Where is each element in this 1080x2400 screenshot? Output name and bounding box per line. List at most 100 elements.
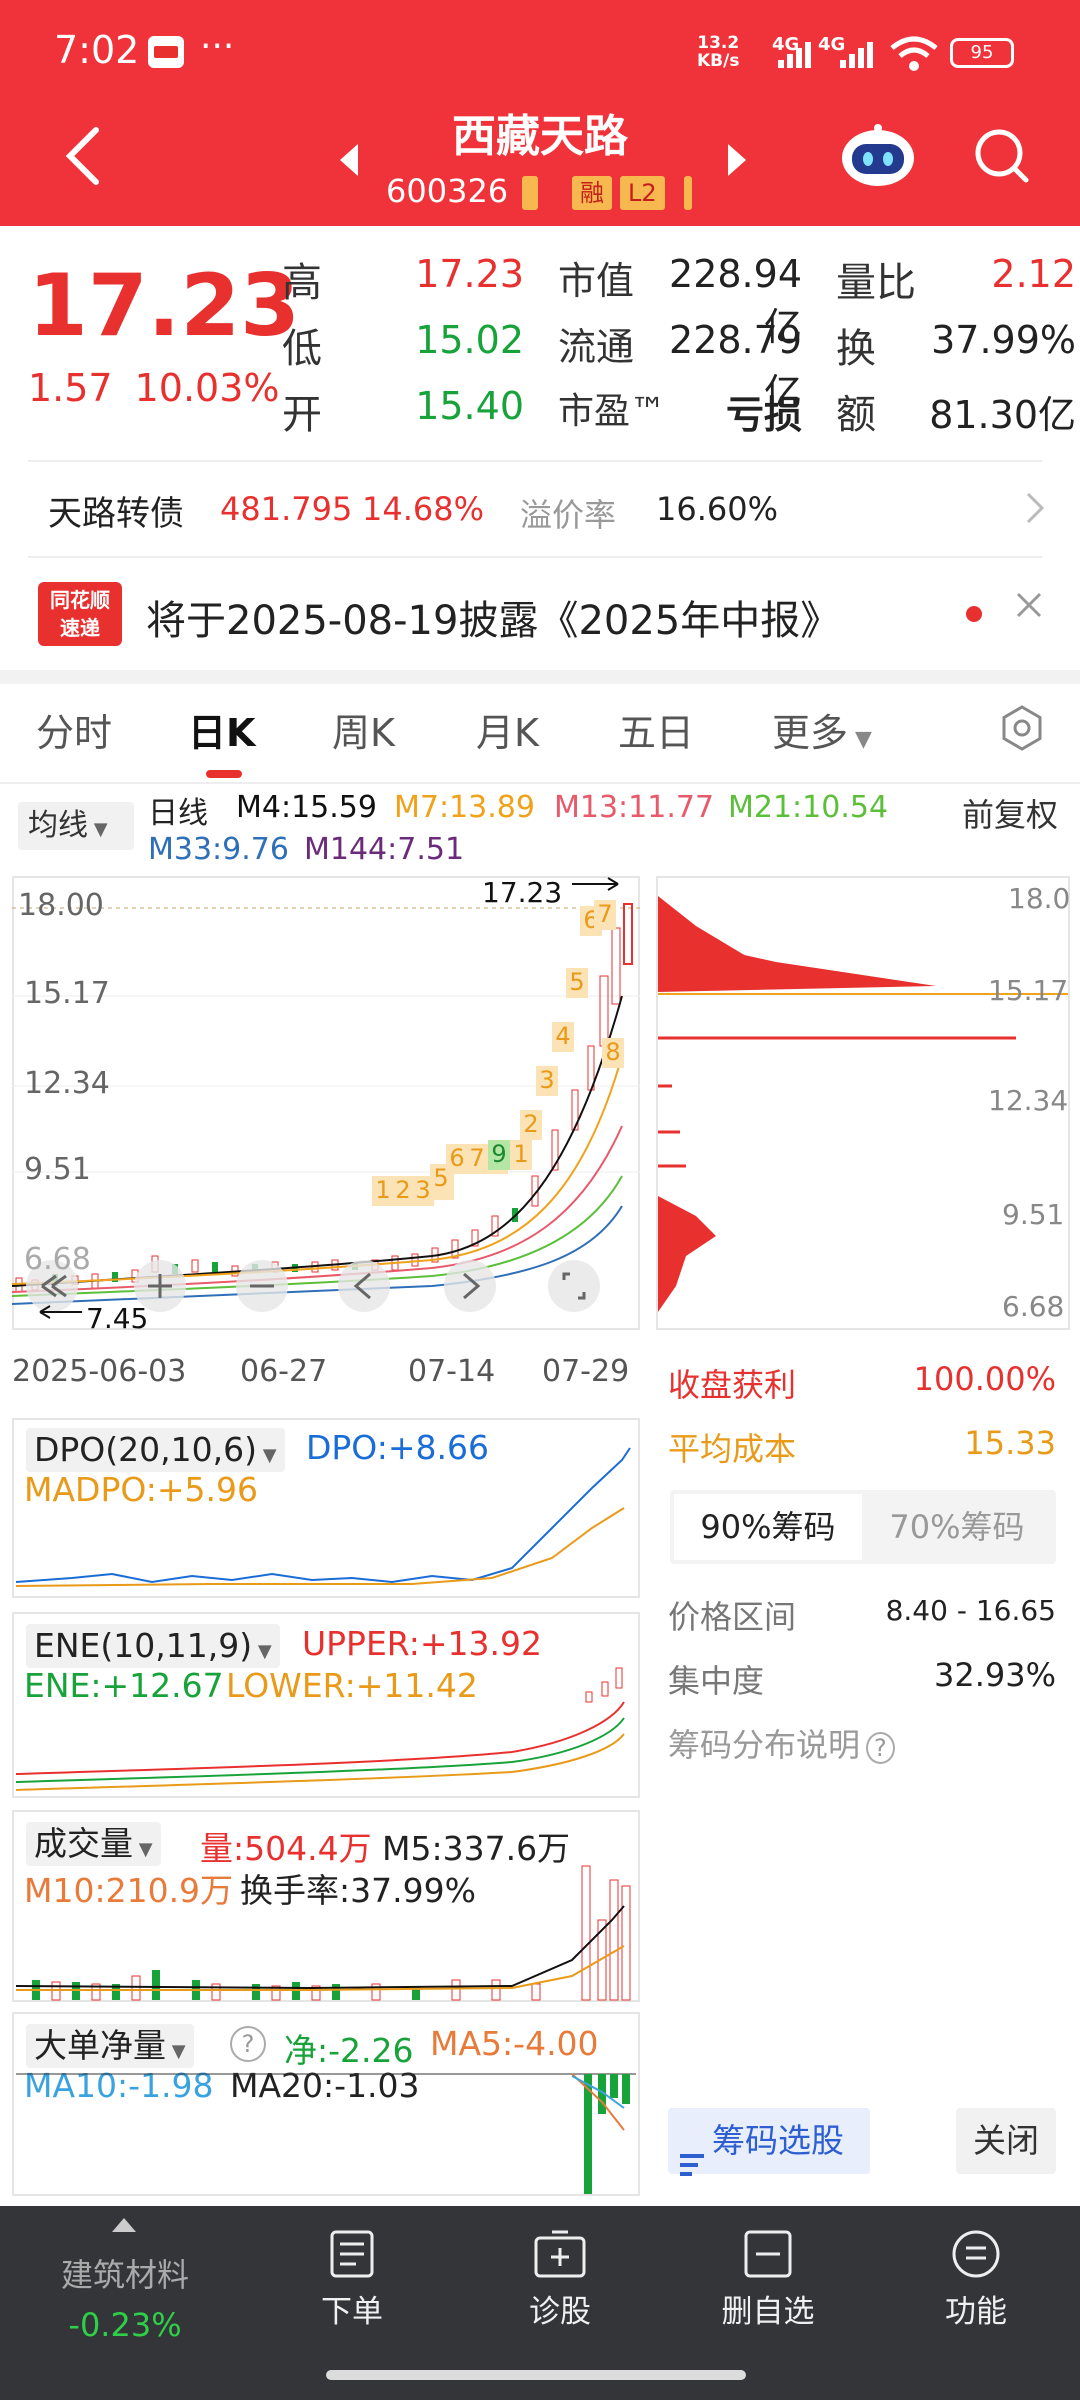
signal-badge: 8 [602, 1038, 624, 1068]
vol-ratio-value: 2.12 [991, 252, 1076, 296]
tab-chip-90[interactable]: 90%筹码 [674, 1494, 862, 1560]
tab-monthly-k[interactable]: 月K [476, 711, 539, 755]
help-icon[interactable]: ? [230, 2026, 266, 2062]
float-value: 228.79亿 [669, 318, 802, 415]
bignet-net: 净:-2.26 [284, 2031, 414, 2070]
industry-name[interactable]: 建筑材料 [60, 2256, 189, 2294]
turnover-value: 37.99% [931, 318, 1076, 362]
news-source-logo: 同花顺 速递 [38, 582, 122, 646]
bignet-panel[interactable] [12, 2012, 640, 2196]
tab-daily-k[interactable]: 日K [188, 711, 256, 755]
y-tick-3: 9.51 [24, 1152, 91, 1187]
premium-value: 16.60% [656, 490, 779, 528]
function-button[interactable]: 功能 [896, 2228, 1056, 2331]
next-stock-icon[interactable] [722, 140, 752, 180]
float-label: 流通 [558, 325, 635, 369]
ene-chart [15, 1667, 625, 1791]
volume-panel[interactable] [12, 1810, 640, 2002]
diagnose-button[interactable]: 诊股 [480, 2228, 640, 2331]
date-label-1: 06-27 [240, 1354, 328, 1389]
high-value: 17.23 [415, 252, 524, 296]
bignet-indicator-select[interactable]: 大单净量 ▼ [26, 2024, 194, 2068]
chip-explain-link[interactable]: 筹码分布说明? [668, 1720, 895, 1766]
prev-stock-icon[interactable] [334, 140, 364, 180]
home-indicator[interactable] [326, 2370, 746, 2380]
chip-axis-4: 6.68 [1002, 1290, 1065, 1323]
pe-value: 亏损 [725, 393, 802, 437]
bond-change-pct: 14.68% [362, 490, 485, 528]
chart-settings-icon[interactable] [998, 704, 1046, 752]
dpo-indicator-select[interactable]: DPO(20,10,6) ▼ [26, 1428, 285, 1472]
tab-intraday[interactable]: 分时 [36, 711, 113, 755]
expand-up-icon[interactable] [112, 2218, 136, 2232]
bignet-ma20: MA20:-1.03 [230, 2066, 420, 2105]
y-tick-2: 12.34 [24, 1066, 110, 1101]
range-label: 价格区间 [668, 1598, 797, 1636]
unread-dot [966, 606, 982, 622]
chip-axis-0: 18.0 [1008, 882, 1071, 915]
chip-stock-select-button[interactable]: 筹码选股 [668, 2108, 870, 2176]
signal-badge: 7 [594, 900, 616, 930]
kline-panel[interactable] [12, 876, 640, 1330]
bond-price: 481.795 [220, 490, 353, 528]
volume-turnover: 换手率:37.99% [240, 1871, 476, 1910]
volume-chart [15, 1865, 631, 2001]
chip-close-button[interactable]: 关闭 [956, 2108, 1056, 2174]
concentration-label: 集中度 [668, 1662, 765, 1700]
volume-value: 量:504.4万 [200, 1829, 372, 1868]
signal-badge: 6 [446, 1144, 468, 1174]
bignet-chart [16, 2073, 636, 2194]
date-label-3: 07-29 [542, 1354, 630, 1389]
back-icon[interactable] [62, 126, 102, 186]
ma-m13: M13:11.77 [554, 790, 715, 825]
open-label: 开 [282, 392, 322, 438]
ma-m7: M7:13.89 [394, 790, 535, 825]
madpo-value: MADPO:+5.96 [24, 1470, 258, 1509]
volume-m10: M10:210.9万 [24, 1871, 234, 1910]
remove-favorite-icon [744, 2230, 792, 2278]
price-adjust-toggle[interactable]: 前复权 [962, 796, 1059, 834]
divider [28, 460, 1042, 462]
amount-label: 额 [836, 392, 876, 438]
stock-code: 600326 [386, 172, 509, 210]
battery-icon: 95 [950, 38, 1014, 68]
order-icon [330, 2230, 374, 2278]
tab-more[interactable]: 更多 ▼ [772, 711, 872, 755]
volume-indicator-select[interactable]: 成交量 ▼ [26, 1822, 161, 1866]
order-button[interactable]: 下单 [272, 2228, 432, 2331]
chip-axis-3: 9.51 [1002, 1198, 1065, 1231]
low-value: 15.02 [415, 318, 524, 362]
remove-favorite-button[interactable]: 删自选 [688, 2228, 848, 2331]
vol-ratio-label: 量比 [836, 260, 916, 306]
mktcap-value: 228.94亿 [669, 252, 802, 349]
diagnose-icon [534, 2230, 586, 2278]
date-label-2: 07-14 [408, 1354, 496, 1389]
high-label: 高 [282, 260, 322, 306]
tab-weekly-k[interactable]: 周K [332, 711, 395, 755]
news-headline[interactable]: 将于2025-08-19披露《2025年中报》 [146, 598, 841, 644]
tag-separator-2 [684, 176, 692, 210]
avg-cost-value: 15.33 [964, 1424, 1056, 1462]
signal-badge: 3 [536, 1066, 558, 1096]
signal-bars-icon [778, 42, 811, 68]
chevron-right-icon [1026, 492, 1045, 524]
dpo-panel[interactable] [12, 1418, 640, 1598]
indicator-select[interactable]: 均线 ▼ [18, 802, 134, 850]
ma-m33: M33:9.76 [148, 832, 289, 867]
ai-assistant-icon[interactable] [838, 122, 918, 188]
avg-cost-label: 平均成本 [668, 1430, 797, 1468]
chip-distribution-panel[interactable] [656, 876, 1070, 1330]
industry-change: -0.23% [68, 2306, 182, 2344]
close-icon[interactable] [1014, 590, 1044, 620]
dpo-chart [15, 1447, 631, 1587]
search-icon[interactable] [972, 126, 1032, 186]
tab-chip-70[interactable]: 70%筹码 [889, 1508, 1025, 1546]
wifi-icon [890, 36, 938, 71]
ma-m4: M4:15.59 [236, 790, 377, 825]
ene-indicator-select[interactable]: ENE(10,11,9) ▼ [26, 1624, 280, 1668]
signal-badge: 9 [488, 1140, 510, 1170]
ene-panel[interactable] [12, 1612, 640, 1798]
bignet-ma5: MA5:-4.00 [430, 2024, 599, 2063]
date-label-0: 2025-06-03 [12, 1354, 187, 1389]
tab-five-day[interactable]: 五日 [618, 711, 695, 755]
